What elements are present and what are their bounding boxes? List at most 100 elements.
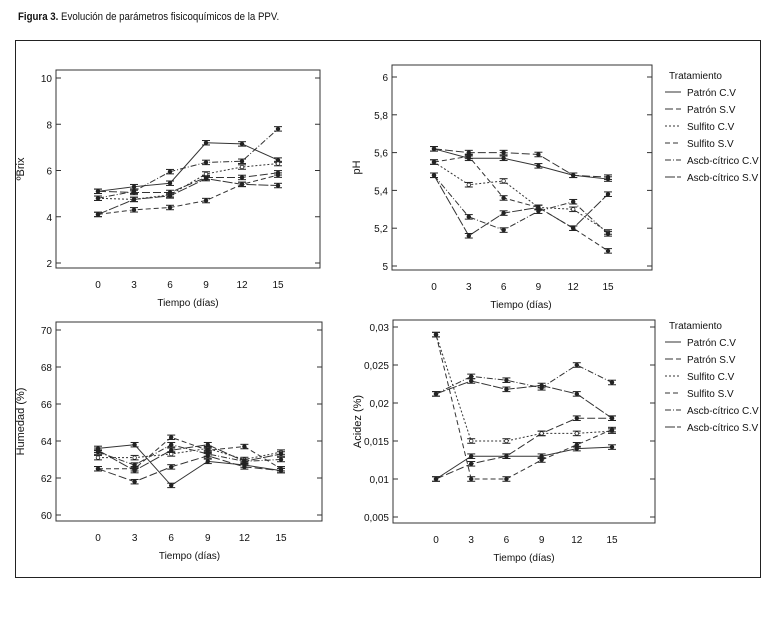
data-point [536,163,541,169]
x-axis-label: Tiempo (días) [159,551,220,562]
series-line [435,380,613,419]
data-point [132,455,137,460]
data-point [574,416,579,421]
y-tick-label: 5,6 [374,149,388,160]
chart-3: 0,005 0,01 0,015 0,02 0,025 0,03 0 3 6 9 12 15 Tiemp… [352,319,759,564]
data-point [242,459,247,464]
data-point [609,416,615,421]
x-axis-label: Tiempo (días) [493,553,554,564]
y-tick-label: 0,025 [364,361,389,372]
y-axis-label: pH [351,160,363,174]
x-tick-label: 3 [466,282,472,293]
legend-entry: Sulfito S.V [687,389,734,400]
data-point [203,160,209,165]
data-point [469,438,474,444]
series-line [97,444,282,487]
data-point [131,189,137,194]
data-point [239,159,245,164]
data-point [609,427,615,432]
data-point [203,140,209,145]
data-point [275,161,281,166]
data-point [536,205,541,210]
x-tick-label: 15 [275,533,287,544]
data-point [239,175,245,180]
x-tick-label: 12 [236,280,248,291]
data-point [431,146,437,152]
data-point [501,227,506,233]
x-tick-label: 0 [95,533,101,544]
legend-entry: Patrón C.V [687,88,736,99]
series-line [98,436,282,470]
series-line [97,178,279,215]
y-tick-label: 5,4 [374,186,388,197]
series-line [435,334,613,442]
x-tick-label: 15 [602,282,614,293]
figure-frame [15,40,761,578]
y-tick-label: 6 [46,167,52,178]
data-point [501,195,506,201]
legend-title: Tratamiento [669,321,722,332]
data-point [605,174,611,180]
data-point [278,466,284,471]
data-point [539,431,544,436]
series-line [435,334,613,480]
data-point [168,464,174,470]
data-point [168,442,174,447]
y-tick-label: 0,005 [364,513,389,524]
y-tick-label: 5 [382,262,388,273]
data-point [242,464,247,470]
data-point [239,164,245,170]
data-point [167,181,173,186]
data-point [605,231,611,237]
series-line [97,174,279,215]
data-point [132,442,137,447]
x-tick-label: 9 [203,280,209,291]
series-line [433,148,609,178]
data-point [168,448,174,453]
data-point [95,455,101,460]
data-point [95,212,101,217]
series-line [97,172,279,193]
data-point [571,207,576,212]
data-point [239,141,245,147]
x-tick-label: 3 [131,280,137,291]
data-point [605,248,611,254]
data-point [504,387,509,392]
x-tick-label: 15 [606,535,618,546]
data-point [131,184,137,189]
data-point [571,225,576,231]
data-point [95,196,101,201]
x-tick-label: 9 [536,282,542,293]
legend-entry: Ascb-cítrico S.V [687,423,758,434]
chart-1: 5 5,2 5,4 5,6 5,8 6 0 3 6 9 12 15 Tiempo (días) pH Tra… [351,64,759,311]
x-tick-label: 12 [239,533,251,544]
data-point [574,442,579,447]
data-point [167,193,173,199]
data-point [539,383,544,388]
data-point [571,199,576,204]
data-point [605,191,611,197]
x-tick-label: 12 [571,535,583,546]
y-tick-label: 10 [41,74,53,85]
series-line [97,128,279,199]
x-axis-label: Tiempo (días) [490,300,551,311]
y-tick-label: 0,03 [370,323,390,334]
data-point [167,205,173,210]
data-point [205,459,210,464]
data-point [95,189,101,194]
data-point [242,444,247,449]
series-line [98,447,282,461]
data-point [131,197,137,202]
y-axis-label: Humedad (%) [15,388,27,456]
series-line [97,444,282,472]
legend-entry: Patrón S.V [687,355,736,366]
legend-entry: Sulfito C.V [687,122,735,133]
data-point [205,442,210,447]
data-point [466,154,471,159]
x-tick-label: 9 [205,533,211,544]
data-point [275,183,281,188]
y-tick-label: 0,02 [370,399,390,410]
series-line [433,148,609,180]
legend-entry: Sulfito S.V [687,139,734,150]
x-tick-label: 0 [431,282,437,293]
